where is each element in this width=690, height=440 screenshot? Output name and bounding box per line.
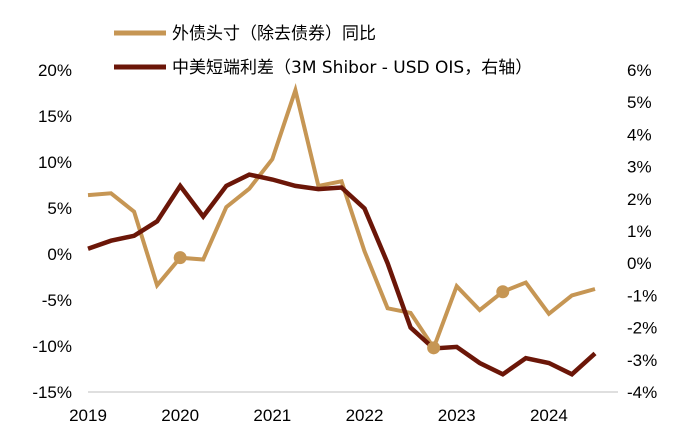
left-tick-label: -10% xyxy=(32,337,72,356)
right-y-axis: 6% 5% 4% 3% 2% 1% 0% -1% -2% -3% -4% xyxy=(627,61,657,402)
legend-label-rate-spread: 中美短端利差（3M Shibor - USD OIS，右轴） xyxy=(172,58,532,78)
right-tick-label: 3% xyxy=(627,158,652,177)
left-tick-label: 10% xyxy=(38,153,72,172)
left-tick-label: 0% xyxy=(47,245,72,264)
series-marker-dot xyxy=(173,251,187,265)
right-tick-label: -2% xyxy=(627,319,657,338)
x-tick-label: 2022 xyxy=(346,406,384,425)
left-tick-label: 15% xyxy=(38,107,72,126)
right-tick-label: -4% xyxy=(627,383,657,402)
series-line-rate-spread xyxy=(87,172,597,377)
left-tick-label: -5% xyxy=(42,291,72,310)
right-tick-label: 6% xyxy=(627,61,652,80)
right-tick-label: 1% xyxy=(627,222,652,241)
x-tick-label: 2019 xyxy=(69,406,107,425)
legend-label-foreign-debt: 外债头寸（除去债券）同比 xyxy=(172,24,376,44)
right-tick-label: 5% xyxy=(627,93,652,112)
series-layer xyxy=(87,82,597,377)
right-tick-label: -1% xyxy=(627,286,657,305)
series-marker-dot xyxy=(427,341,441,355)
legend: 外债头寸（除去债券）同比 中美短端利差（3M Shibor - USD OIS，… xyxy=(114,24,532,78)
x-tick-label: 2020 xyxy=(161,406,199,425)
right-tick-label: 0% xyxy=(627,254,652,273)
right-tick-label: 2% xyxy=(627,190,652,209)
x-tick-label: 2023 xyxy=(438,406,476,425)
series-line-foreign-debt xyxy=(87,82,596,353)
series-marker-dot xyxy=(496,285,510,299)
left-y-axis: 20% 15% 10% 5% 0% -5% -10% -15% xyxy=(32,61,72,402)
x-tick-label: 2021 xyxy=(253,406,291,425)
right-tick-label: 4% xyxy=(627,125,652,144)
right-tick-label: -3% xyxy=(627,351,657,370)
left-tick-label: 5% xyxy=(47,199,72,218)
left-tick-label: -15% xyxy=(32,383,72,402)
x-axis: 2019 2020 2021 2022 2023 2024 xyxy=(69,406,568,425)
x-tick-label: 2024 xyxy=(530,406,568,425)
left-tick-label: 20% xyxy=(38,61,72,80)
